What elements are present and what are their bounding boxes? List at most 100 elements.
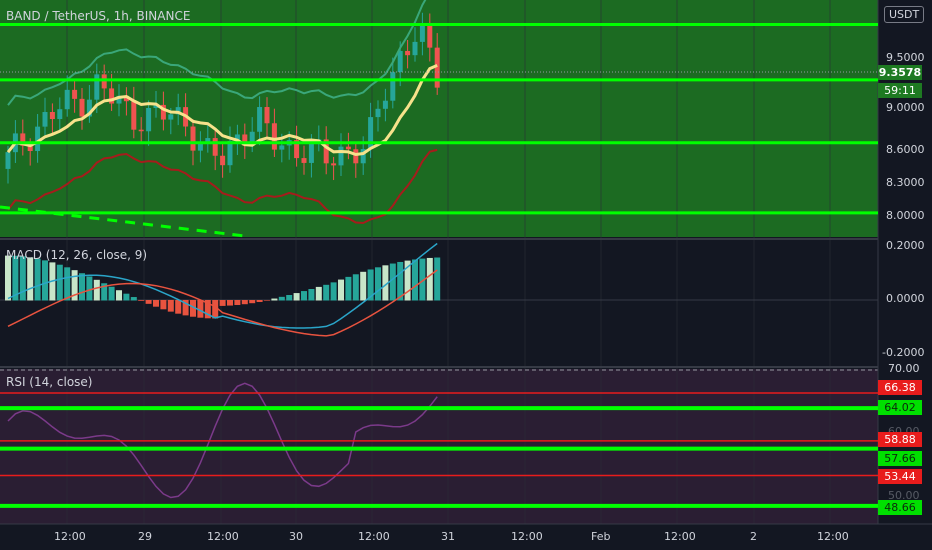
macd-bar <box>204 300 211 319</box>
time-axis[interactable] <box>0 524 932 550</box>
macd-bar <box>412 259 418 301</box>
macd-bar <box>234 300 241 305</box>
candle-body <box>64 89 70 110</box>
macd-bar <box>367 269 374 301</box>
macd-bar <box>278 296 285 301</box>
price-tick: 8.0000 <box>886 209 925 222</box>
macd-bar <box>315 286 322 301</box>
candle-body <box>205 138 211 144</box>
macd-bar <box>241 300 248 305</box>
x-tick: 12:00 <box>511 530 543 543</box>
macd-histogram <box>5 255 441 319</box>
rsi-level-tag: 57.66 <box>878 451 922 466</box>
macd-bar <box>352 274 359 301</box>
macd-tick: -0.2000 <box>882 346 925 359</box>
horizontal-levels[interactable] <box>0 22 878 215</box>
bollinger-lower-line <box>7 148 438 225</box>
macd-bar <box>101 283 108 301</box>
macd-bar <box>12 255 19 301</box>
macd-bar <box>79 273 85 301</box>
macd-bar <box>182 300 189 316</box>
candle-body <box>116 95 122 104</box>
candle-body <box>175 107 181 115</box>
macd-bar <box>86 276 93 301</box>
candle-body <box>308 141 314 163</box>
candle-body <box>242 134 248 146</box>
macd-title: MACD (12, 26, close, 9) <box>6 248 148 262</box>
macd-bar <box>293 293 300 301</box>
candle-body <box>301 158 307 163</box>
x-tick: 12:00 <box>664 530 696 543</box>
macd-bar <box>145 300 152 304</box>
candle-body <box>390 72 396 101</box>
chart-title: BAND / TetherUS, 1h, BINANCE <box>6 9 191 23</box>
macd-bar <box>27 257 34 301</box>
currency-button[interactable]: USDT <box>884 6 925 23</box>
macd-bar <box>212 300 219 319</box>
last-price-tag: 9.3578 <box>878 65 922 80</box>
candle-body <box>338 146 344 166</box>
macd-bar <box>338 279 344 301</box>
candle-body <box>35 126 41 152</box>
candle-body <box>27 145 33 152</box>
candle-body <box>331 163 337 166</box>
macd-bar <box>397 261 404 301</box>
x-tick: 2 <box>750 530 757 543</box>
price-tick: 8.3000 <box>886 176 925 189</box>
candle-body <box>412 41 418 56</box>
candle-body <box>419 23 425 42</box>
bollinger-upper-line <box>7 0 427 106</box>
price-tick: 8.6000 <box>886 143 925 156</box>
candles <box>5 12 440 184</box>
macd-bar <box>34 258 41 301</box>
x-tick: 12:00 <box>207 530 239 543</box>
candle-body <box>20 133 26 146</box>
macd-bar <box>249 300 256 304</box>
candle-body <box>86 99 92 117</box>
x-tick: Feb <box>591 530 611 543</box>
macd-bar <box>160 300 167 310</box>
candle-body <box>323 139 329 164</box>
rsi-tick-faint: 50.00 <box>888 489 920 502</box>
macd-bar <box>434 257 441 301</box>
candle-body <box>42 112 48 127</box>
macd-bar <box>71 270 78 301</box>
rsi-panel[interactable] <box>0 369 878 524</box>
candle-body <box>57 109 63 120</box>
macd-bar <box>167 300 174 312</box>
macd-bar <box>382 265 389 301</box>
candle-body <box>434 47 440 88</box>
macd-bar <box>219 300 226 306</box>
candle-body <box>294 140 300 159</box>
rsi-levels[interactable] <box>0 392 878 508</box>
candle-body <box>146 107 152 132</box>
candle-body <box>368 117 374 150</box>
candle-body <box>234 134 240 142</box>
macd-line <box>7 242 438 329</box>
macd-bar <box>256 300 263 302</box>
macd-bar <box>330 282 337 301</box>
macd-bar <box>227 300 233 306</box>
macd-bar <box>42 260 48 301</box>
rsi-level-tag: 53.44 <box>878 469 922 484</box>
macd-bar <box>138 300 145 301</box>
candle-body <box>375 108 381 118</box>
x-tick: 12:00 <box>817 530 849 543</box>
candle-body <box>264 107 270 124</box>
x-tick: 30 <box>289 530 303 543</box>
macd-bar <box>93 279 100 301</box>
candle-body <box>160 104 166 120</box>
macd-bar <box>360 271 367 301</box>
candle-body <box>405 50 411 56</box>
candle-body <box>5 152 11 169</box>
candle-body <box>220 155 226 166</box>
rsi-title: RSI (14, close) <box>6 375 93 389</box>
x-tick: 29 <box>138 530 152 543</box>
macd-bar <box>286 295 293 301</box>
macd-bar <box>175 300 182 314</box>
rsi-level-tag: 66.38 <box>878 380 922 395</box>
macd-bar <box>190 300 196 317</box>
macd-bar <box>116 290 122 301</box>
macd-bar <box>271 298 278 301</box>
